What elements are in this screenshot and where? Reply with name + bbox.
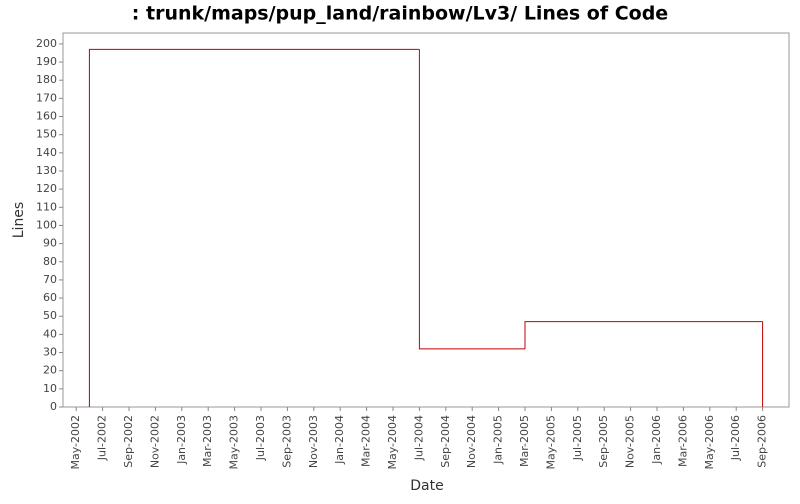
y-tick-label: 120 xyxy=(36,182,57,195)
y-tick-label: 180 xyxy=(36,73,57,86)
y-tick-label: 90 xyxy=(43,237,57,250)
y-tick-label: 200 xyxy=(36,37,57,50)
x-axis-label: Date xyxy=(410,478,443,494)
x-tick-label: May-2006 xyxy=(703,415,716,470)
x-tick-label: May-2003 xyxy=(228,415,241,470)
y-tick-label: 60 xyxy=(43,291,57,304)
y-tick-label: 140 xyxy=(36,146,57,159)
x-tick-label: Nov-2004 xyxy=(465,415,478,468)
x-tick-label: Sep-2005 xyxy=(597,415,610,468)
y-tick-label: 80 xyxy=(43,255,57,268)
y-tick-label: 20 xyxy=(43,364,57,377)
x-tick-label: Sep-2006 xyxy=(756,415,769,468)
x-tick-label: Nov-2002 xyxy=(148,415,161,468)
step-segment xyxy=(88,48,420,407)
y-tick-label: 170 xyxy=(36,91,57,104)
step-segment xyxy=(418,49,525,350)
x-tick-label: May-2004 xyxy=(386,415,399,470)
step-segment xyxy=(524,321,763,349)
x-tick-label: Jul-2006 xyxy=(729,415,742,461)
x-tick-label: Jul-2005 xyxy=(571,415,584,461)
x-tick-label: Jul-2003 xyxy=(254,415,267,461)
y-tick-label: 50 xyxy=(43,309,57,322)
y-tick-label: 130 xyxy=(36,164,57,177)
x-tick-label: Mar-2003 xyxy=(201,415,214,467)
x-tick-label: Sep-2004 xyxy=(439,415,452,468)
x-tick-label: May-2005 xyxy=(544,415,557,470)
x-tick-label: Jul-2002 xyxy=(96,415,109,461)
x-tick-label: May-2002 xyxy=(69,415,82,470)
y-tick-label: 40 xyxy=(43,327,57,340)
x-tick-label: Jan-2005 xyxy=(492,415,505,465)
y-tick-label: 160 xyxy=(36,110,57,123)
x-tick-label: Sep-2002 xyxy=(122,415,135,468)
x-tick-label: Jan-2003 xyxy=(175,415,188,465)
x-tick-label: Nov-2005 xyxy=(624,415,637,468)
x-tick-label: Mar-2006 xyxy=(676,415,689,467)
x-tick-label: Mar-2005 xyxy=(518,415,531,467)
x-tick-label: Mar-2004 xyxy=(360,415,373,467)
plot-area xyxy=(62,32,790,408)
y-tick-label: 110 xyxy=(36,200,57,213)
y-axis-label: Lines xyxy=(11,202,27,238)
chart-title: : trunk/maps/pup_land/rainbow/Lv3/ Lines… xyxy=(132,3,668,25)
y-tick-label: 70 xyxy=(43,273,57,286)
x-tick-label: Jul-2004 xyxy=(412,415,425,461)
y-tick-label: 0 xyxy=(50,400,57,413)
y-tick-label: 150 xyxy=(36,128,57,141)
y-tick-label: 190 xyxy=(36,55,57,68)
y-tick-label: 10 xyxy=(43,382,57,395)
y-tick-label: 30 xyxy=(43,346,57,359)
y-tick-label: 100 xyxy=(36,218,57,231)
x-tick-label: Sep-2003 xyxy=(280,415,293,468)
x-tick-label: Jan-2006 xyxy=(650,415,663,465)
x-tick-label: Jan-2004 xyxy=(333,415,346,465)
x-tick-label: Nov-2003 xyxy=(307,415,320,468)
